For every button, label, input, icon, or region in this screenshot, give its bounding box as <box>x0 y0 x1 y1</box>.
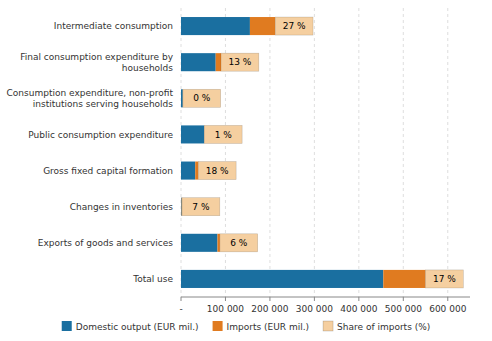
bar-segment <box>275 17 313 35</box>
tick-mark <box>403 297 404 301</box>
legend-item: Share of imports (%) <box>323 321 430 332</box>
legend-swatch <box>213 321 223 331</box>
bar-segment <box>204 125 242 143</box>
bar-segment <box>181 17 250 35</box>
data-label: 17 % <box>433 274 456 284</box>
data-label: 27 % <box>283 21 306 31</box>
bar-segment <box>221 53 259 71</box>
category-label: Total use <box>132 274 173 284</box>
data-label: 13 % <box>228 57 251 67</box>
bar-segment <box>181 270 383 288</box>
tick-mark <box>358 297 359 301</box>
data-label: 0 % <box>193 93 211 103</box>
grid-line <box>314 8 315 297</box>
bar-segment <box>250 17 275 35</box>
bar-segment <box>181 162 195 180</box>
grid-line <box>403 8 404 297</box>
category-label: Final consumption expenditure byhousehol… <box>20 52 173 73</box>
legend-label: Domestic output (EUR mil.) <box>76 322 199 332</box>
tick-label: 500 000 <box>385 304 422 314</box>
bar-segment <box>383 270 425 288</box>
legend-swatch <box>323 321 333 331</box>
legend-swatch <box>62 321 72 331</box>
chart: Intermediate consumption Final consumptio… <box>0 0 492 341</box>
grid-line <box>225 8 226 297</box>
y-axis-labels: Intermediate consumption Final consumptio… <box>7 21 174 284</box>
tick-label: 300 000 <box>296 304 333 314</box>
tick-mark <box>181 297 182 301</box>
tick-mark <box>447 297 448 301</box>
grid <box>181 8 448 297</box>
category-label: Public consumption expenditure <box>28 130 173 140</box>
grid-line <box>447 8 448 297</box>
bar-segment <box>183 89 221 107</box>
data-label: 7 % <box>192 202 210 212</box>
bar-segment <box>217 234 219 252</box>
legend-item: Domestic output (EUR mil.) <box>62 321 199 332</box>
bar-segment <box>181 89 183 107</box>
category-label: Intermediate consumption <box>54 21 173 31</box>
bar-segment <box>426 270 464 288</box>
legend-label: Share of imports (%) <box>337 322 430 332</box>
category-label: Exports of goods and services <box>38 238 174 248</box>
tick-label: 600 000 <box>429 304 466 314</box>
bar-segment <box>220 234 258 252</box>
tick-label: 100 000 <box>207 304 244 314</box>
legend-label: Imports (EUR mil.) <box>227 322 309 332</box>
bar-segment <box>181 125 204 143</box>
x-axis-line <box>181 297 470 298</box>
data-label: 1 % <box>215 130 233 140</box>
bar-segment <box>182 198 220 216</box>
category-label: Gross fixed capital formation <box>43 166 173 176</box>
bar-segment <box>181 234 217 252</box>
tick-label: 200 000 <box>251 304 288 314</box>
tick-mark <box>314 297 315 301</box>
data-labels: 27 % 13 % 0 % 1 % 18 % 7 % 6 % 17 % <box>192 21 456 284</box>
category-label: Changes in inventories <box>70 202 174 212</box>
tick-mark <box>269 297 270 301</box>
bar-segment <box>216 53 221 71</box>
tick-mark <box>225 297 226 301</box>
bars <box>181 17 463 288</box>
grid-line <box>181 8 182 297</box>
legend: Domestic output (EUR mil.) Imports (EUR m… <box>62 321 431 332</box>
bar-segment <box>181 53 216 71</box>
legend-item: Imports (EUR mil.) <box>213 321 309 332</box>
data-label: 18 % <box>206 166 229 176</box>
grid-line <box>269 8 270 297</box>
category-label: Consumption expenditure, non-profitinsti… <box>7 88 174 109</box>
tick-label: 400 000 <box>340 304 377 314</box>
data-label: 6 % <box>230 238 248 248</box>
grid-line <box>358 8 359 297</box>
bar-segment <box>198 162 236 180</box>
x-axis: - 100 000 200 000 300 000 400 000 500 000 600 … <box>179 297 470 314</box>
bar-segment <box>195 162 198 180</box>
tick-label: - <box>179 304 182 314</box>
